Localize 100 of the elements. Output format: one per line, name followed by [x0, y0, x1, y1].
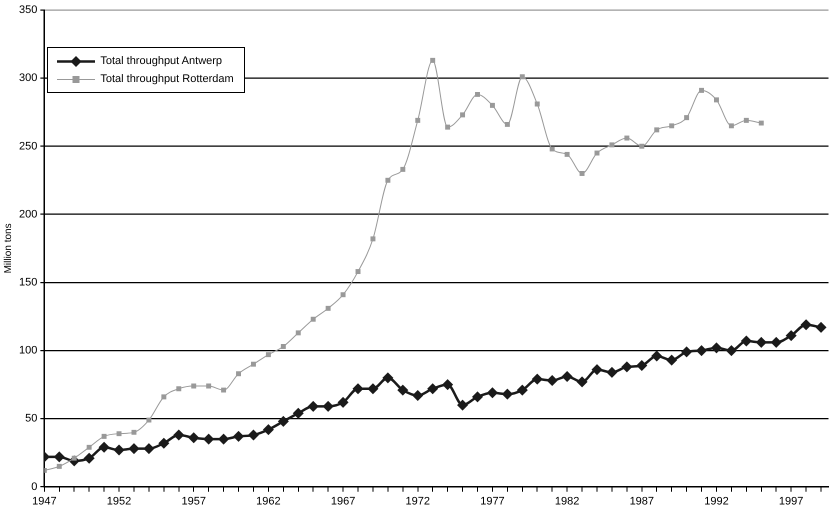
y-tick-label: 350 — [18, 4, 38, 16]
point — [534, 102, 540, 106]
point — [562, 370, 573, 382]
point — [430, 58, 436, 63]
point — [266, 352, 271, 358]
point — [714, 97, 719, 102]
point — [352, 383, 364, 394]
point — [472, 391, 483, 402]
point — [356, 269, 360, 274]
y-axis-title: Million tons — [2, 223, 14, 274]
point — [699, 88, 704, 93]
point — [102, 434, 107, 439]
point — [728, 123, 734, 128]
point — [296, 330, 301, 336]
point — [800, 319, 812, 330]
point — [460, 112, 466, 118]
point — [550, 146, 555, 152]
point — [594, 150, 600, 156]
point — [669, 123, 674, 128]
point — [684, 115, 690, 120]
point — [606, 366, 618, 378]
point — [54, 451, 65, 462]
point — [310, 316, 316, 322]
x-tick-label: 1962 — [256, 495, 281, 508]
point — [726, 345, 737, 356]
point — [427, 383, 438, 394]
x-tick-label: 1972 — [406, 495, 430, 508]
legend-label: Total throughput Rotterdam — [100, 72, 234, 87]
point — [278, 416, 289, 427]
y-tick-label: 50 — [25, 412, 38, 425]
x-tick-label: 1947 — [32, 495, 57, 508]
point — [504, 122, 510, 127]
x-tick-label: 1952 — [106, 495, 132, 508]
point — [262, 424, 274, 436]
point — [636, 360, 648, 372]
point — [654, 127, 660, 132]
point — [744, 118, 749, 123]
x-tick-label: 1997 — [778, 495, 804, 508]
point — [158, 438, 170, 449]
point — [502, 388, 513, 400]
point — [203, 434, 214, 445]
y-tick-label: 100 — [18, 344, 38, 357]
point — [445, 124, 450, 130]
x-tick-label: 1957 — [181, 495, 206, 508]
point — [280, 344, 286, 349]
point — [740, 336, 752, 347]
point — [400, 166, 406, 172]
point — [564, 152, 570, 157]
point — [338, 396, 349, 408]
point — [415, 118, 420, 123]
point — [161, 394, 166, 400]
point — [370, 236, 376, 242]
point — [233, 430, 244, 442]
point — [516, 384, 528, 396]
point — [621, 361, 632, 372]
point — [624, 136, 630, 141]
point — [591, 364, 602, 376]
point — [248, 430, 259, 441]
point — [576, 376, 588, 388]
point — [86, 444, 92, 450]
point — [114, 444, 125, 456]
point — [457, 400, 468, 411]
y-tick-label: 300 — [18, 72, 38, 84]
point — [681, 346, 692, 358]
point — [191, 384, 196, 388]
point — [639, 144, 644, 149]
point — [546, 375, 558, 386]
x-tick-label: 1992 — [704, 495, 729, 508]
point — [250, 362, 256, 367]
point — [131, 430, 136, 435]
legend-label: Total throughput Antwerp — [100, 54, 222, 69]
point — [486, 387, 498, 398]
point — [292, 408, 304, 419]
point — [188, 432, 200, 444]
x-tick-label: 1987 — [630, 495, 654, 508]
point — [128, 443, 140, 454]
point — [580, 171, 585, 176]
point — [397, 384, 408, 396]
point — [786, 330, 797, 342]
point — [696, 345, 708, 356]
point — [367, 383, 378, 394]
point — [412, 390, 424, 402]
y-tick-label: 200 — [18, 208, 38, 220]
point — [490, 102, 495, 108]
point — [520, 74, 525, 80]
point — [442, 379, 454, 390]
point — [146, 418, 152, 423]
point — [218, 434, 230, 445]
x-tick-label: 1982 — [554, 495, 580, 508]
point — [532, 374, 543, 385]
y-tick-label: 150 — [18, 276, 38, 288]
x-tick-label: 1977 — [480, 495, 505, 508]
point — [770, 336, 782, 348]
y-tick-label: 0 — [31, 480, 38, 493]
point — [326, 306, 331, 311]
point — [236, 371, 241, 376]
point — [756, 336, 767, 348]
point — [385, 178, 390, 183]
point — [475, 92, 480, 97]
point — [56, 464, 62, 469]
